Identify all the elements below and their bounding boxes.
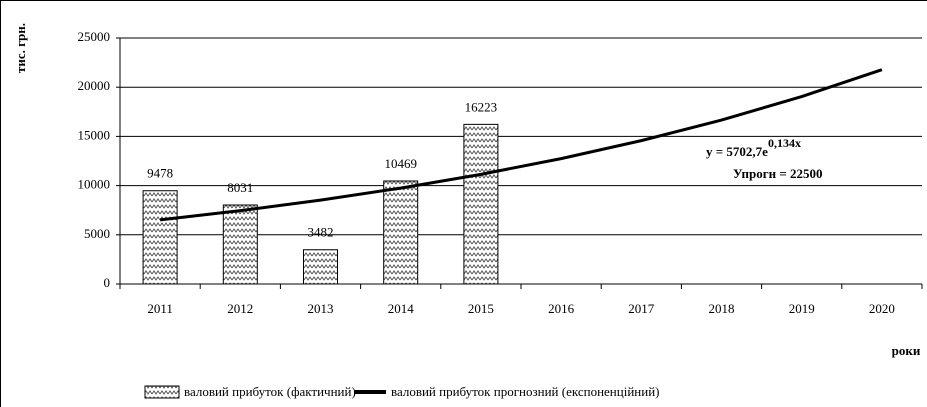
equation: y = 5702,7e0,134x: [706, 136, 801, 159]
legend-label: валовий прибуток (фактичний): [184, 384, 356, 399]
y-tick-label: 5000: [84, 226, 110, 241]
annotation: Упрогн = 22500: [733, 166, 823, 181]
y-axis-label: тис. грн.: [13, 23, 28, 73]
x-tick-label: 2015: [468, 301, 494, 316]
bar: [142, 190, 178, 285]
value-label: 16223: [465, 99, 498, 114]
equation-exponent: 0,134x: [768, 136, 801, 150]
x-tick-label: 2020: [869, 301, 895, 316]
y-tick-label: 0: [104, 275, 111, 290]
x-tick-label: 2013: [308, 301, 334, 316]
bar: [463, 123, 499, 285]
legend-swatch: [144, 385, 180, 399]
bar: [222, 204, 258, 285]
value-label: 10469: [384, 156, 417, 171]
value-label: 9478: [147, 166, 173, 181]
x-tick-label: 2011: [147, 301, 173, 316]
bar: [383, 180, 419, 285]
value-label: 3482: [308, 225, 334, 240]
legend-label: валовий прибуток прогнозний (експоненцій…: [391, 384, 659, 399]
x-axis-label: роки: [892, 343, 921, 358]
y-tick-label: 25000: [78, 29, 111, 44]
x-tick-label: 2014: [388, 301, 415, 316]
x-tick-label: 2018: [709, 301, 735, 316]
legend: валовий прибуток (фактичний) валовий при…: [144, 384, 659, 399]
y-tick-label: 15000: [78, 127, 111, 142]
x-tick-label: 2016: [548, 301, 575, 316]
x-tick-label: 2019: [789, 301, 815, 316]
y-tick-label: 20000: [78, 78, 111, 93]
equation-base: y = 5702,7e: [706, 144, 768, 159]
x-tick-label: 2012: [227, 301, 253, 316]
y-tick-label: 10000: [78, 177, 111, 192]
trend-line: [159, 68, 883, 222]
value-label: 8031: [227, 180, 253, 195]
x-tick-label: 2017: [628, 301, 655, 316]
bar: [303, 249, 338, 285]
